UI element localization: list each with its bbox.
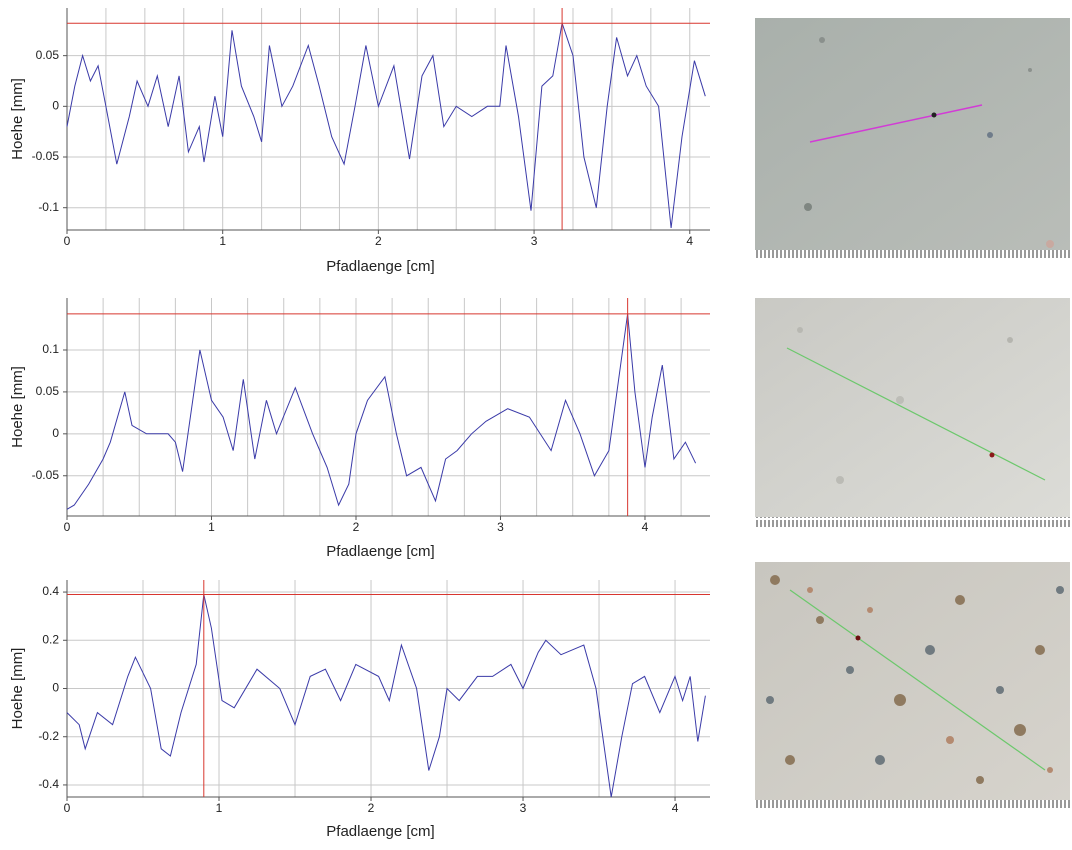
x-tick-label: 0 <box>64 234 71 248</box>
y-tick-label: -0.05 <box>32 149 60 163</box>
data-line <box>66 313 697 510</box>
y-axis-title: Hoehe [mm] <box>9 648 26 730</box>
photo-3 <box>755 562 1070 810</box>
y-tick-label: 0.4 <box>42 584 59 598</box>
x-tick-label: 3 <box>497 520 504 534</box>
y-tick-label: 0.05 <box>36 48 60 62</box>
x-axis-title: Pfadlaenge [cm] <box>326 543 434 560</box>
chart: -0.4 -0.2 0 0.2 0.4 0 1 2 3 4 Pfadlaenge [cm] Hoehe… <box>9 580 710 840</box>
y-tick-label: -0.2 <box>38 729 59 743</box>
y-axis-title: Hoehe [mm] <box>9 78 26 160</box>
y-tick-label: -0.1 <box>38 200 59 214</box>
x-tick-label: 1 <box>216 801 223 815</box>
y-tick-label: 0 <box>52 681 59 695</box>
x-tick-label: 2 <box>375 234 382 248</box>
y-axis-title: Hoehe [mm] <box>9 366 26 448</box>
x-tick-label: 0 <box>64 520 71 534</box>
x-tick-label: 2 <box>368 801 375 815</box>
plot-area <box>67 8 710 230</box>
y-tick-label: 0.2 <box>42 632 59 646</box>
y-tick-label: -0.05 <box>32 468 60 482</box>
y-tick-label: 0.1 <box>42 342 59 356</box>
photo-1 <box>755 18 1070 260</box>
x-tick-label: 3 <box>531 234 538 248</box>
x-tick-label: 2 <box>353 520 360 534</box>
x-tick-label: 1 <box>208 520 215 534</box>
y-tick-label: 0.05 <box>36 384 60 398</box>
x-tick-label: 3 <box>520 801 527 815</box>
x-tick-label: 0 <box>64 801 71 815</box>
chart: -0.05 0 0.05 0.1 0 1 2 3 4 Pfadlaenge [cm] Hoehe [… <box>9 298 710 560</box>
photo-2 <box>755 298 1070 527</box>
x-tick-label: 4 <box>672 801 679 815</box>
x-tick-label: 4 <box>642 520 649 534</box>
y-tick-label: 0 <box>52 99 59 113</box>
x-axis-title: Pfadlaenge [cm] <box>326 258 434 275</box>
x-tick-label: 4 <box>686 234 693 248</box>
x-axis-title: Pfadlaenge [cm] <box>326 823 434 840</box>
data-line <box>66 594 706 798</box>
y-tick-label: 0 <box>52 426 59 440</box>
x-tick-label: 1 <box>219 234 226 248</box>
data-line <box>66 23 706 229</box>
chart: -0.1 -0.05 0 0.05 0 1 2 3 4 Pfadlaenge [cm] Hoehe … <box>9 8 710 275</box>
plot-area <box>67 298 710 516</box>
y-tick-label: -0.4 <box>38 777 59 791</box>
